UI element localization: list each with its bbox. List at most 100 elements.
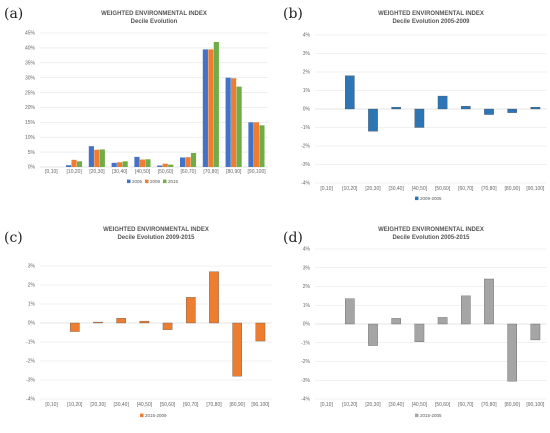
chart-panel-a: WEIGHTED ENVIRONMENTAL INDEX Decile Evolu…: [0, 0, 275, 216]
x-tick-label: [40,50]: [412, 402, 428, 408]
y-tick-label: -2%: [301, 359, 310, 365]
bar-2009: [162, 163, 168, 167]
y-tick-label: 20%: [25, 105, 36, 111]
bar-2009: [185, 157, 191, 167]
y-tick-label: 45%: [25, 31, 36, 37]
x-tick-label: [40,50]: [412, 186, 428, 192]
y-tick-label: 40%: [25, 46, 36, 52]
y-tick-label: 1%: [28, 302, 36, 308]
chart-panel-d: WEIGHTED ENVIRONMENTAL INDEX Decile Evolu…: [275, 216, 550, 433]
x-tick-label: [30,40]: [112, 169, 128, 175]
legend-swatch: [415, 196, 419, 201]
x-tick-label: [10,20]: [67, 169, 83, 175]
y-tick-label: -3%: [301, 378, 310, 384]
x-tick-label: [60,70]: [183, 402, 199, 408]
bar-2005: [225, 77, 231, 167]
bar-2009: [208, 49, 214, 167]
bar-2015: [259, 125, 265, 167]
x-tick-label: [0,10]: [320, 402, 333, 408]
bar-2015: [190, 153, 197, 167]
panel-label-b: (b): [283, 6, 303, 22]
bar-2009-2005: [391, 107, 401, 110]
bar-2005: [111, 162, 117, 167]
chart-b-subtitle: Decile Evolution 2005-2009: [392, 19, 470, 25]
x-tick-label: [50,60]: [435, 402, 451, 408]
x-tick-label: [80,90]: [226, 169, 242, 175]
y-tick-label: 35%: [25, 60, 36, 66]
bar-2015-2009: [232, 322, 242, 377]
bar-2015-2009: [162, 322, 173, 330]
bar-2009: [117, 162, 123, 167]
y-tick-label: -4%: [301, 181, 310, 187]
bar-2005: [179, 157, 186, 167]
chart-panel-b: WEIGHTED ENVIRONMENTAL INDEX Decile Evolu…: [275, 0, 550, 216]
bar-2015-2009: [139, 320, 150, 324]
y-tick-label: 1%: [303, 88, 311, 94]
y-tick-label: -2%: [26, 359, 35, 365]
bar-2005: [65, 165, 72, 167]
x-tick-label: [0,10]: [320, 186, 333, 192]
bar-2015: [213, 41, 219, 167]
y-tick-label: -3%: [26, 378, 35, 384]
y-tick-label: -4%: [301, 397, 310, 403]
x-tick-label: [70,80]: [206, 402, 222, 408]
bar-2009-2005: [530, 107, 541, 110]
bar-2015: [122, 161, 128, 167]
bar-2015-2005: [437, 317, 448, 325]
bar-2009-2005: [484, 108, 494, 115]
x-tick-label: [90,100]: [248, 169, 267, 175]
bar-2005: [248, 122, 254, 167]
chart-b-title: WEIGHTED ENVIRONMENTAL INDEX: [378, 11, 484, 17]
x-tick-label: [40,50]: [137, 402, 153, 408]
legend-label: 2015-2005: [420, 413, 442, 418]
bar-2009: [139, 159, 146, 167]
bar-2015: [145, 159, 151, 167]
legend-label: 2015: [168, 179, 179, 184]
y-tick-label: 3%: [303, 265, 311, 271]
x-tick-label: [80,90]: [230, 402, 246, 408]
x-tick-label: [80,90]: [505, 186, 521, 192]
x-tick-label: [90,100]: [526, 186, 545, 192]
bar-2005: [202, 49, 208, 167]
x-tick-label: [0,10]: [45, 402, 58, 408]
x-tick-label: [90,100]: [526, 402, 545, 408]
bar-2015-2005: [345, 298, 355, 325]
bar-2015-2005: [461, 295, 471, 325]
legend-label: 2009: [150, 179, 161, 184]
bar-2009-2005: [437, 95, 448, 110]
x-tick-label: [30,40]: [389, 186, 405, 192]
x-tick-label: [20,30]: [365, 186, 381, 192]
legend-label: 2015-2009: [145, 413, 167, 418]
bar-2009: [94, 149, 100, 167]
y-tick-label: 0%: [28, 165, 36, 171]
x-tick-label: [30,40]: [389, 402, 405, 408]
bar-2015-2005: [530, 323, 541, 341]
chart-c-title: WEIGHTED ENVIRONMENTAL INDEX: [103, 227, 209, 233]
bar-2009: [71, 159, 77, 167]
bar-2015-2005: [484, 278, 494, 325]
bar-2009-2005: [368, 108, 378, 132]
bar-2009-2005: [414, 108, 425, 128]
chart-a-svg: WEIGHTED ENVIRONMENTAL INDEX Decile Evolu…: [25, 11, 268, 184]
chart-d-svg: WEIGHTED ENVIRONMENTAL INDEX Decile Evolu…: [301, 227, 547, 418]
y-tick-label: 2%: [303, 284, 311, 290]
y-tick-label: -3%: [301, 162, 310, 168]
bar-2005: [134, 156, 140, 167]
y-tick-label: -4%: [26, 397, 35, 403]
legend-swatch: [163, 179, 167, 184]
chart-c-subtitle: Decile Evolution 2009-2015: [117, 235, 195, 241]
panel-label-a: (a): [4, 6, 24, 22]
y-tick-label: -1%: [301, 340, 310, 346]
bar-2015-2009: [93, 321, 103, 324]
x-tick-label: [0,10]: [45, 169, 58, 175]
bar-2015-2005: [368, 323, 378, 346]
x-tick-label: [60,70]: [458, 186, 474, 192]
bar-2005: [88, 146, 94, 167]
bar-2015-2009: [116, 318, 126, 324]
bar-2005: [157, 165, 163, 167]
legend-swatch: [415, 413, 419, 418]
y-tick-label: 3%: [28, 264, 36, 270]
y-tick-label: 5%: [28, 150, 36, 156]
y-tick-label: 4%: [303, 33, 311, 39]
y-tick-label: 30%: [25, 75, 36, 81]
